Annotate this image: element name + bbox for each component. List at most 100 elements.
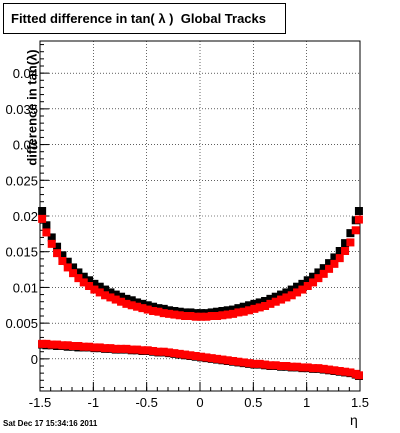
data-marker [42, 339, 51, 348]
data-marker [255, 298, 264, 307]
y-axis-label: difference in tan(λ) [24, 49, 40, 166]
data-marker [229, 357, 238, 365]
x-tick-label: 0 [196, 395, 203, 410]
data-marker [319, 364, 328, 373]
x-axis-label: η [350, 412, 358, 428]
data-marker [335, 247, 344, 255]
tick-labels: -1.5 -1 -0.5 0 0.5 1 1.5 0 0.005 0.01 0.015 0.02 0.0… [5, 66, 369, 410]
data-marker [117, 344, 126, 353]
data-marker [218, 307, 227, 315]
x-tick-label: 0.5 [244, 395, 262, 410]
data-marker [95, 343, 104, 352]
data-marker [234, 304, 243, 313]
data-marker [245, 306, 254, 315]
data-marker [63, 257, 72, 266]
data-marker [229, 305, 238, 314]
data-marker [255, 303, 264, 312]
data-marker [79, 278, 88, 287]
data-marker [266, 299, 275, 308]
data-marker [58, 257, 67, 265]
data-marker [287, 291, 296, 300]
data-marker [133, 345, 142, 354]
data-marker [234, 357, 243, 366]
data-marker [346, 238, 355, 247]
y-tick-label: 0.015 [5, 245, 38, 260]
data-marker [303, 282, 312, 290]
data-marker [47, 340, 56, 349]
chart-title: Fitted difference in tan( λ ) Global Tra… [3, 3, 286, 34]
data-marker [271, 297, 280, 306]
data-marker [341, 239, 350, 248]
data-marker [122, 294, 131, 303]
data-marker [101, 285, 110, 294]
y-tick-label: 0 [31, 352, 38, 367]
data-marker [111, 344, 120, 353]
data-marker [223, 310, 232, 319]
data-marker [282, 288, 291, 297]
x-tick-label: -0.5 [135, 395, 157, 410]
data-marker [154, 307, 163, 316]
data-marker [335, 367, 344, 375]
data-marker [38, 339, 47, 348]
data-marker [90, 285, 99, 294]
data-marker [127, 296, 136, 305]
data-markers [38, 207, 363, 380]
data-marker [354, 371, 363, 380]
data-marker [287, 362, 296, 371]
data-marker [133, 298, 142, 307]
data-marker [287, 285, 296, 294]
data-marker [127, 301, 136, 310]
data-marker [38, 214, 47, 223]
data-marker [325, 264, 334, 273]
data-marker [261, 360, 270, 369]
x-tick-label: -1.5 [29, 395, 51, 410]
data-marker [314, 268, 323, 277]
data-marker [330, 366, 339, 375]
data-marker [346, 229, 355, 238]
data-marker [351, 226, 360, 235]
data-marker [58, 251, 67, 260]
data-marker [63, 341, 72, 350]
data-marker [293, 282, 302, 291]
data-marker [85, 282, 94, 290]
data-marker [325, 259, 334, 268]
data-marker [239, 307, 248, 316]
data-marker [111, 295, 120, 304]
data-marker [266, 294, 275, 303]
data-marker [101, 344, 110, 353]
data-marker [79, 342, 88, 351]
data-marker [218, 355, 227, 364]
data-marker [239, 302, 248, 311]
data-marker [53, 249, 62, 258]
data-marker [207, 354, 216, 363]
data-marker [341, 367, 350, 376]
data-marker [239, 358, 248, 367]
data-marker [159, 304, 168, 313]
y-tick-label: 0.035 [5, 102, 38, 117]
data-marker [165, 348, 174, 357]
data-marker [143, 301, 152, 310]
data-marker [271, 292, 280, 301]
data-marker [271, 361, 280, 370]
data-marker [213, 307, 222, 316]
data-marker [159, 309, 168, 318]
data-marker [261, 297, 270, 305]
data-marker [79, 272, 88, 281]
data-marker [149, 347, 158, 355]
data-marker [53, 340, 62, 349]
x-tick-label: 1.5 [351, 395, 369, 410]
y-tick-label: 0.04 [13, 66, 38, 81]
data-marker [354, 215, 363, 224]
data-marker [149, 302, 158, 311]
data-marker [309, 272, 318, 281]
data-marker [213, 354, 222, 363]
data-marker [47, 233, 56, 242]
data-marker [229, 309, 238, 318]
data-marker [58, 341, 67, 350]
data-marker [165, 309, 174, 318]
data-marker [303, 276, 312, 285]
data-marker [266, 361, 275, 370]
data-marker [74, 268, 83, 277]
data-marker [159, 347, 168, 356]
